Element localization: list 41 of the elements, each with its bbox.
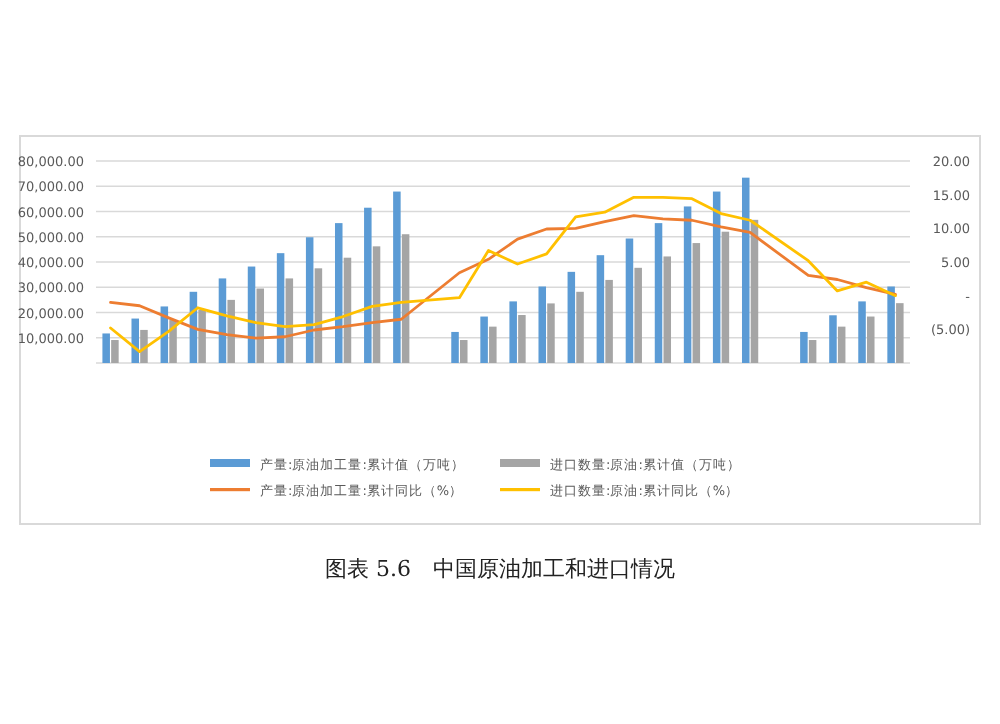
bar [111,340,119,363]
bar [741,177,750,363]
bar [567,271,576,363]
bar [683,206,692,363]
bar [480,316,488,363]
bar [393,191,401,363]
bar [256,288,265,363]
text: 图表 5.6 中国原油加工和进口情况 [325,556,675,582]
bar [829,315,837,363]
bar [837,326,846,363]
bar [364,207,372,363]
bar [692,243,701,363]
bar [896,303,904,363]
bar [518,315,526,363]
bar [576,291,584,363]
bar [887,286,895,363]
bar [198,309,206,363]
bar [459,340,468,363]
bar [102,333,110,363]
bar [334,223,343,363]
bar [712,191,721,363]
line-series [109,195,897,353]
line-series [109,214,897,340]
bar [596,255,605,363]
bar [227,299,235,363]
bar [800,331,808,363]
bar [663,256,672,363]
bar [625,238,634,363]
bar [808,340,817,363]
bar [547,303,555,363]
bar [451,331,459,363]
bar [538,286,547,363]
bar [605,279,613,363]
bar [509,301,517,363]
bar [721,231,730,363]
bar [634,267,642,363]
bar [858,301,866,363]
bar [654,223,663,363]
bar [866,316,875,363]
bar [131,318,140,363]
bar [489,326,497,363]
